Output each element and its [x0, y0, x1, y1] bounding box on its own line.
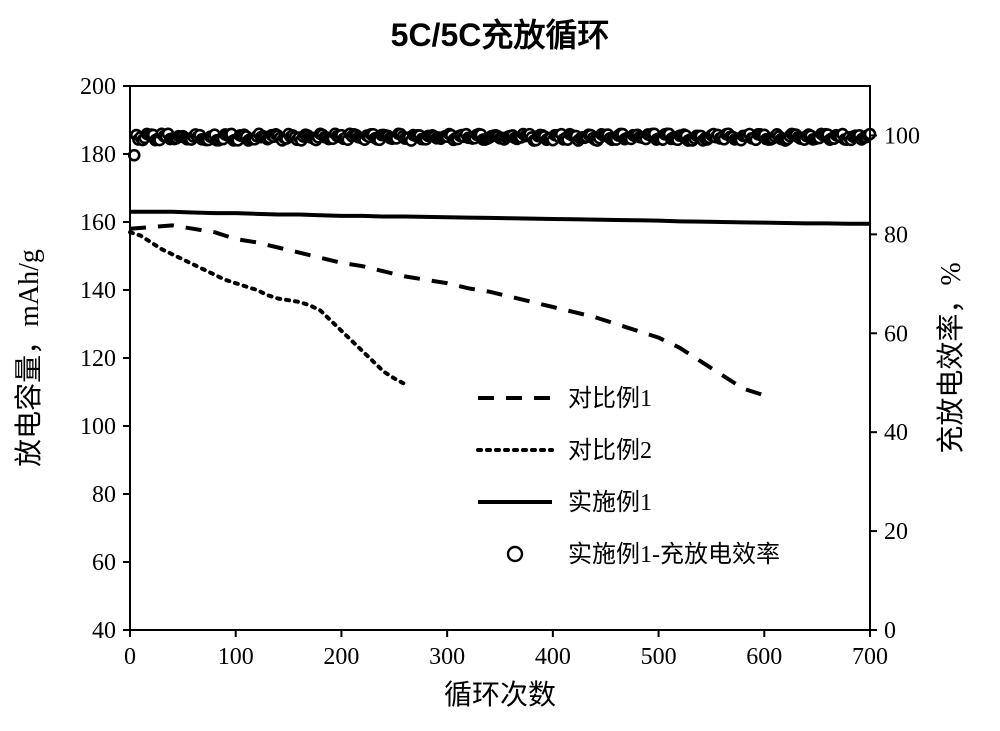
yr-tick-label: 40: [884, 420, 908, 446]
y-right-axis-label: 充放电效率，%: [935, 262, 967, 453]
yl-tick-label: 80: [92, 482, 116, 508]
legend-label: 实施例1: [568, 489, 652, 516]
x-tick-label: 400: [535, 644, 571, 670]
yl-tick-label: 140: [80, 278, 116, 304]
yr-tick-label: 100: [884, 123, 920, 149]
x-tick-label: 700: [852, 644, 888, 670]
y-left-axis-label: 放电容量，mAh/g: [13, 249, 45, 467]
chart-title: 5C/5C充放循环: [391, 17, 610, 53]
yl-tick-label: 160: [80, 210, 116, 236]
x-tick-label: 300: [429, 644, 465, 670]
yl-tick-label: 180: [80, 142, 116, 168]
yr-tick-label: 0: [884, 618, 896, 644]
yl-tick-label: 120: [80, 346, 116, 372]
chart-root: 5C/5C充放循环0100200300400500600700循环次数40608…: [0, 0, 1000, 731]
yl-tick-label: 100: [80, 414, 116, 440]
x-axis-label: 循环次数: [444, 679, 556, 711]
x-tick-label: 100: [218, 644, 254, 670]
legend-swatch-eff: [508, 547, 522, 561]
yr-tick-label: 60: [884, 321, 908, 347]
legend-label: 对比例2: [568, 437, 652, 464]
yl-tick-label: 60: [92, 550, 116, 576]
x-tick-label: 200: [323, 644, 359, 670]
legend-label: 对比例1: [568, 385, 652, 412]
legend-label: 实施例1-充放电效率: [568, 541, 780, 568]
chart-bg: [0, 0, 1000, 731]
yr-tick-label: 80: [884, 222, 908, 248]
yr-tick-label: 20: [884, 519, 908, 545]
yl-tick-label: 40: [92, 618, 116, 644]
yl-tick-label: 200: [80, 74, 116, 100]
x-tick-label: 500: [641, 644, 677, 670]
x-tick-label: 600: [746, 644, 782, 670]
x-tick-label: 0: [124, 644, 136, 670]
